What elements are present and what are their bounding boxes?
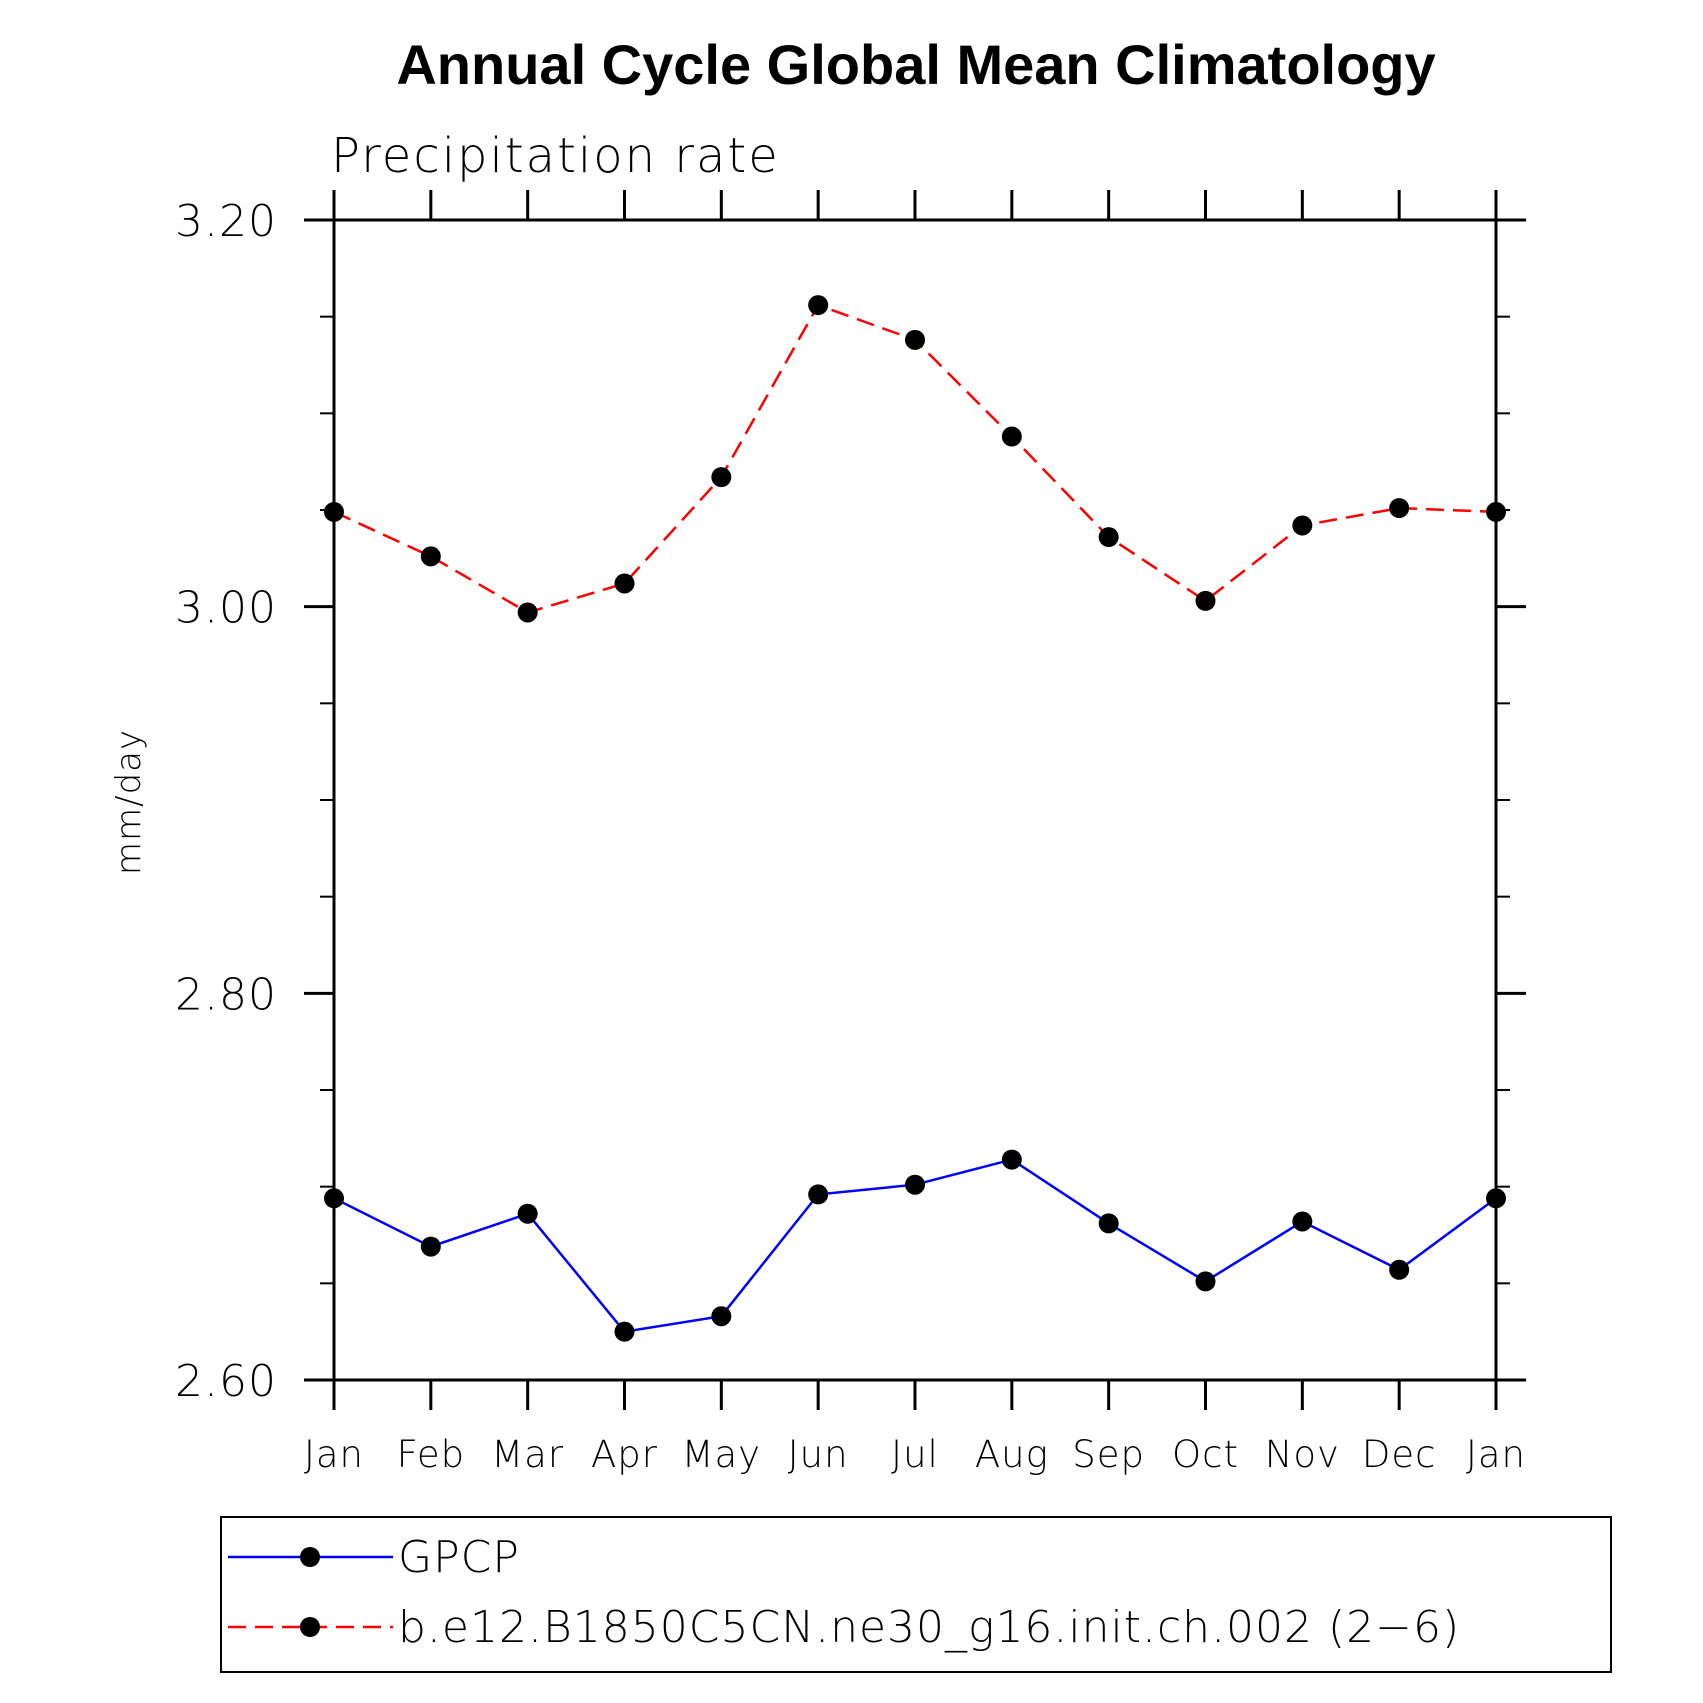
y-tick-label: 3.00 bbox=[175, 583, 277, 634]
data-point bbox=[614, 573, 635, 594]
chart-title: Annual Cycle Global Mean Climatology bbox=[396, 33, 1435, 96]
chart-subtitle: Precipitation rate bbox=[331, 128, 780, 184]
x-tick-label: Apr bbox=[591, 1433, 658, 1476]
data-point bbox=[420, 546, 441, 567]
data-point bbox=[614, 1321, 635, 1342]
series-2 bbox=[324, 295, 1506, 623]
data-point bbox=[1292, 1211, 1313, 1232]
x-tick-label: Jan bbox=[304, 1433, 364, 1476]
x-tick-label: Mar bbox=[491, 1433, 564, 1476]
x-tick-label: Aug bbox=[975, 1433, 1049, 1476]
series-1 bbox=[324, 1149, 1506, 1342]
data-point bbox=[1098, 527, 1119, 548]
data-point bbox=[905, 1174, 925, 1195]
series-layer bbox=[324, 295, 1506, 1342]
data-point bbox=[905, 329, 925, 350]
data-point bbox=[1195, 1271, 1216, 1292]
data-point bbox=[1195, 590, 1216, 611]
data-point bbox=[517, 1203, 538, 1224]
y-tick-label: 2.60 bbox=[175, 1356, 277, 1407]
data-point bbox=[1389, 1259, 1410, 1280]
x-tick-label: Oct bbox=[1172, 1433, 1239, 1476]
x-tick-label: Feb bbox=[397, 1433, 466, 1476]
x-tick-label: Jun bbox=[788, 1433, 849, 1476]
y-axis-label: mm/day bbox=[109, 729, 149, 875]
x-tick-label: Jul bbox=[891, 1433, 939, 1476]
data-point bbox=[711, 467, 732, 488]
legend-items: GPCP b.e12.B1850C5CN.ne30_g16.init.ch.002… bbox=[228, 1532, 1460, 1653]
legend-label: b.e12.B1850C5CN.ne30_g16.init.ch.002 (2−… bbox=[398, 1602, 1460, 1653]
y-tick-label: 2.80 bbox=[175, 969, 277, 1020]
legend-label: GPCP bbox=[398, 1532, 520, 1583]
data-point bbox=[1001, 1149, 1022, 1170]
plot-frame bbox=[332, 218, 1498, 1382]
x-tick-label: Sep bbox=[1072, 1433, 1145, 1476]
x-tick-label: Nov bbox=[1265, 1433, 1340, 1476]
data-point bbox=[420, 1236, 441, 1257]
legend-marker bbox=[300, 1617, 320, 1637]
data-point bbox=[808, 1184, 829, 1205]
data-point bbox=[1389, 498, 1410, 519]
legend-box bbox=[220, 1516, 1612, 1673]
axis-ticks: Jan Feb Mar Apr May Jun Jul Aug Sep Oct Nov Dec Jan 2… bbox=[175, 190, 1526, 1476]
data-point bbox=[1292, 515, 1313, 536]
x-tick-label: Jan bbox=[1466, 1433, 1526, 1476]
series-line bbox=[333, 303, 1497, 614]
x-tick-label: May bbox=[682, 1433, 762, 1476]
legend: GPCP b.e12.B1850C5CN.ne30_g16.init.ch.002… bbox=[220, 1516, 1612, 1673]
data-point bbox=[808, 295, 829, 316]
data-point bbox=[1098, 1213, 1119, 1234]
x-tick-label: Dec bbox=[1362, 1433, 1437, 1476]
y-tick-label: 3.20 bbox=[175, 196, 277, 247]
data-point bbox=[1001, 426, 1022, 447]
data-point bbox=[517, 602, 538, 623]
legend-marker bbox=[300, 1547, 320, 1567]
data-point bbox=[711, 1306, 732, 1327]
